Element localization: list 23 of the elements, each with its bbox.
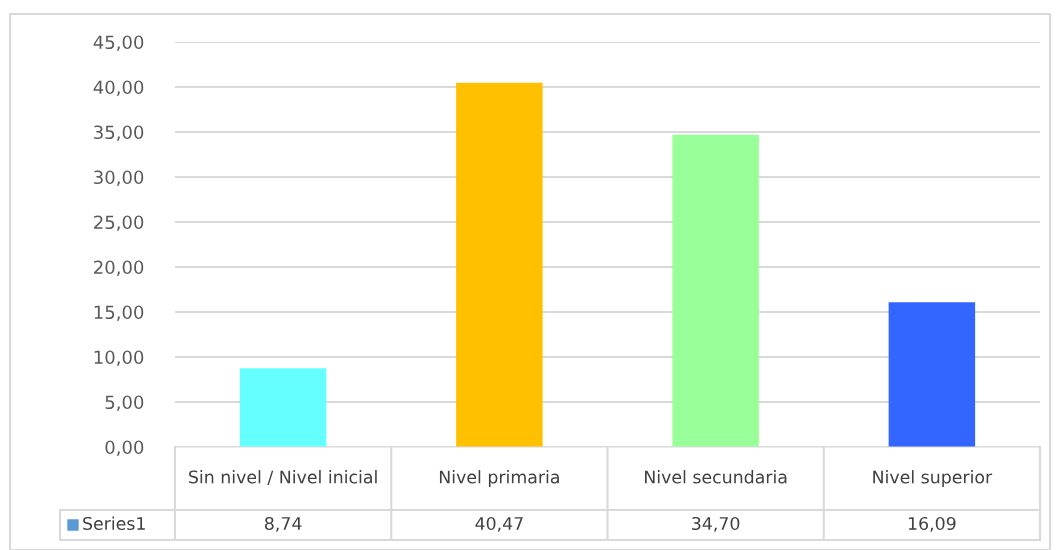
y-tick-label: 0,00: [105, 440, 144, 456]
y-tick-label: 20,00: [94, 260, 144, 276]
data-label: 8,74: [264, 516, 302, 532]
data-label: 40,47: [475, 516, 523, 532]
y-tick-label: 15,00: [94, 305, 144, 321]
y-tick-label: 10,00: [94, 350, 144, 366]
x-tick-label: Nivel secundaria: [645, 470, 787, 484]
text: Series1: [83, 516, 145, 531]
y-tick-label: 45,00: [93, 35, 144, 51]
y-tick-label: 35,00: [94, 125, 144, 141]
x-tick-label: Sin nivel / Nivel inicial: [189, 470, 377, 485]
bar: [888, 302, 976, 447]
bar: [672, 134, 759, 447]
data-label: 16,09: [908, 516, 956, 532]
bar: [456, 82, 543, 447]
x-tick-label: Nivel primaria: [439, 470, 559, 487]
y-tick-label: 5,00: [105, 395, 144, 411]
y-tick-label: 25,00: [94, 215, 144, 231]
data-label: 34,70: [692, 516, 740, 532]
x-tick-label: Nivel superior: [873, 470, 993, 487]
bar: [239, 368, 327, 447]
y-tick-label: 30,00: [94, 170, 144, 186]
y-tick-label: 40,00: [93, 80, 144, 96]
